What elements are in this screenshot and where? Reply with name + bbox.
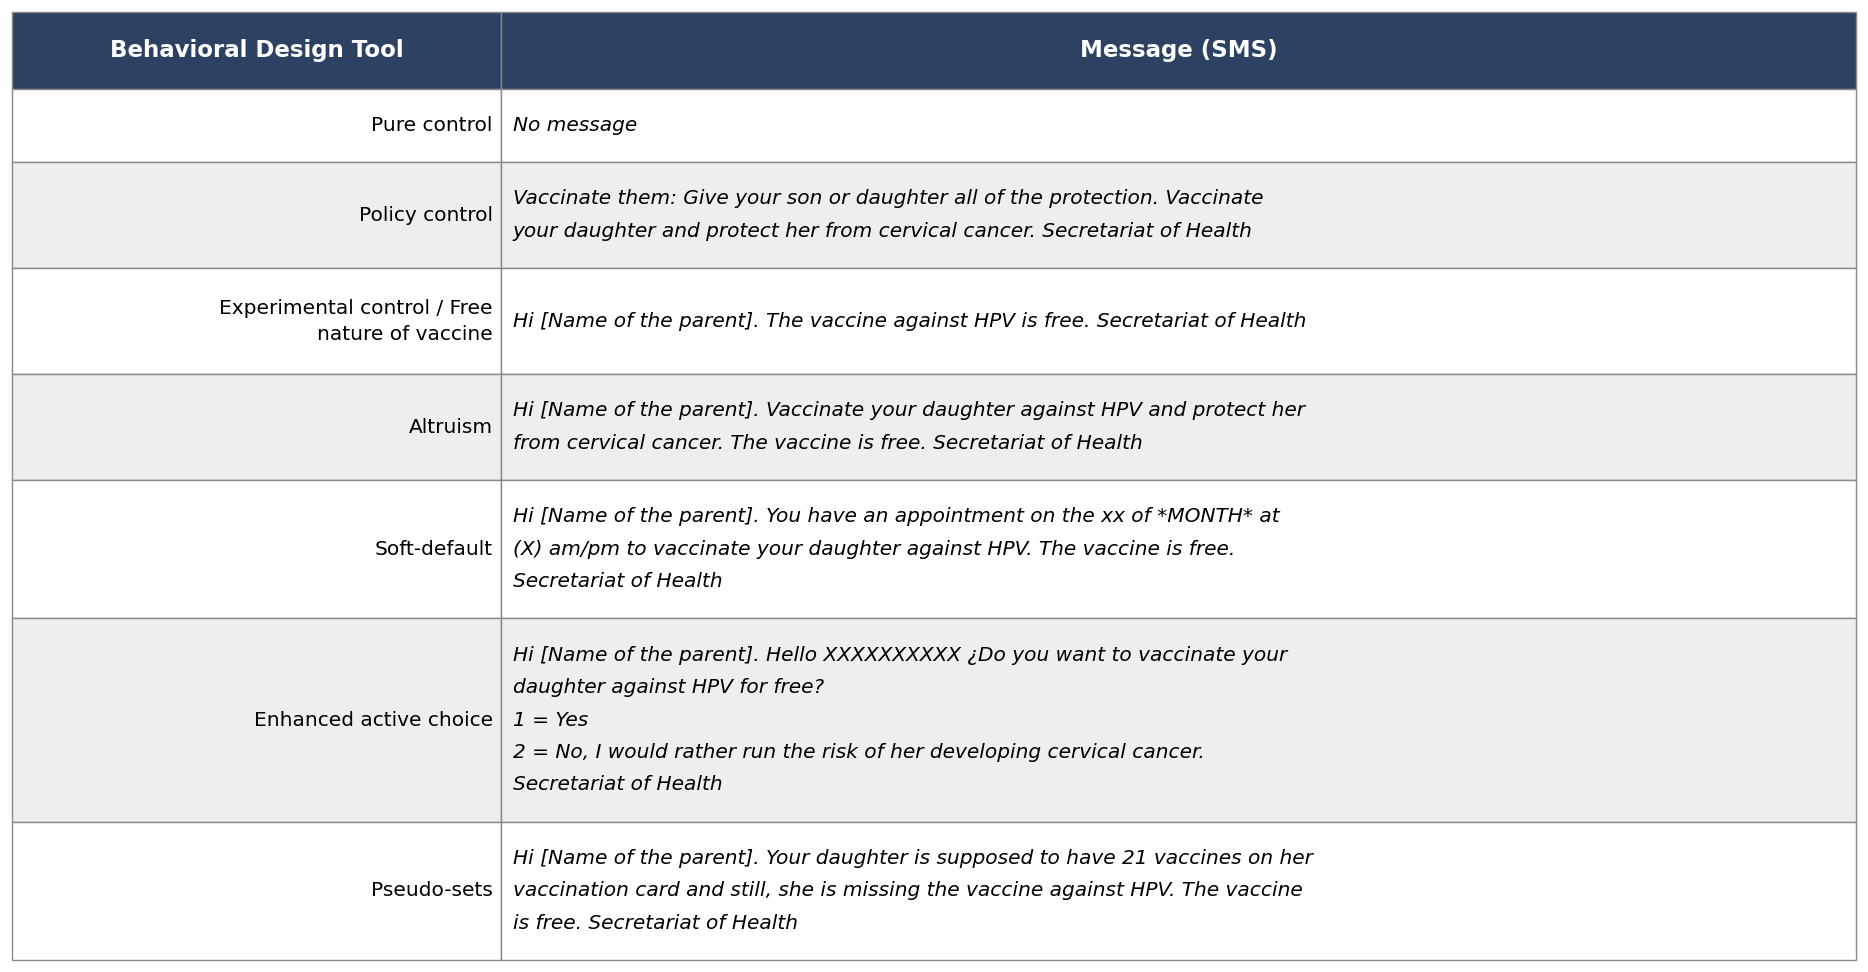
Bar	[11, 480, 501, 618]
Text: Hi [Name of the parent]. You have an appointment on the xx of *MONTH* at: Hi [Name of the parent]. You have an app…	[512, 507, 1280, 527]
Bar	[501, 268, 1857, 374]
Text: from cervical cancer. The vaccine is free. Secretariat of Health: from cervical cancer. The vaccine is fre…	[512, 434, 1143, 453]
Bar	[501, 480, 1857, 618]
Text: Hi [Name of the parent]. Vaccinate your daughter against HPV and protect her: Hi [Name of the parent]. Vaccinate your …	[512, 401, 1304, 421]
Bar	[501, 12, 1857, 88]
Text: No message: No message	[512, 116, 637, 135]
Text: your daughter and protect her from cervical cancer. Secretariat of Health: your daughter and protect her from cervi…	[512, 222, 1253, 241]
Bar	[11, 374, 501, 480]
Text: vaccination card and still, she is missing the vaccine against HPV. The vaccine: vaccination card and still, she is missi…	[512, 882, 1302, 900]
Bar	[11, 12, 501, 88]
Text: Enhanced active choice: Enhanced active choice	[254, 711, 493, 730]
Text: Hi [Name of the parent]. Your daughter is supposed to have 21 vaccines on her: Hi [Name of the parent]. Your daughter i…	[512, 849, 1313, 868]
Text: Hi [Name of the parent]. Hello XXXXXXXXXX ¿Do you want to vaccinate your: Hi [Name of the parent]. Hello XXXXXXXXX…	[512, 645, 1287, 665]
Bar	[11, 88, 501, 162]
Text: Message (SMS): Message (SMS)	[1080, 39, 1278, 62]
Bar	[501, 821, 1857, 960]
Text: Vaccinate them: Give your son or daughter all of the protection. Vaccinate: Vaccinate them: Give your son or daughte…	[512, 190, 1263, 208]
Text: Pure control: Pure control	[372, 116, 493, 135]
Text: Altruism: Altruism	[409, 418, 493, 436]
Text: Pseudo-sets: Pseudo-sets	[370, 882, 493, 900]
Bar	[501, 88, 1857, 162]
Bar	[11, 162, 501, 268]
Text: Policy control: Policy control	[359, 206, 493, 225]
Bar	[501, 162, 1857, 268]
Text: 2 = No, I would rather run the risk of her developing cervical cancer.: 2 = No, I would rather run the risk of h…	[512, 743, 1205, 762]
Text: Behavioral Design Tool: Behavioral Design Tool	[110, 39, 403, 62]
Text: Secretariat of Health: Secretariat of Health	[512, 573, 723, 591]
Bar	[11, 268, 501, 374]
Text: Soft-default: Soft-default	[375, 539, 493, 559]
Text: (X) am/pm to vaccinate your daughter against HPV. The vaccine is free.: (X) am/pm to vaccinate your daughter aga…	[512, 539, 1235, 559]
Text: daughter against HPV for free?: daughter against HPV for free?	[512, 678, 824, 697]
Bar	[501, 374, 1857, 480]
Text: Experimental control / Free
nature of vaccine: Experimental control / Free nature of va…	[219, 298, 493, 343]
Bar	[501, 618, 1857, 821]
Text: 1 = Yes: 1 = Yes	[512, 711, 588, 730]
Bar	[11, 618, 501, 821]
Text: Secretariat of Health: Secretariat of Health	[512, 776, 723, 794]
Text: is free. Secretariat of Health: is free. Secretariat of Health	[512, 914, 798, 933]
Text: Hi [Name of the parent]. The vaccine against HPV is free. Secretariat of Health: Hi [Name of the parent]. The vaccine aga…	[512, 312, 1306, 330]
Bar	[11, 821, 501, 960]
